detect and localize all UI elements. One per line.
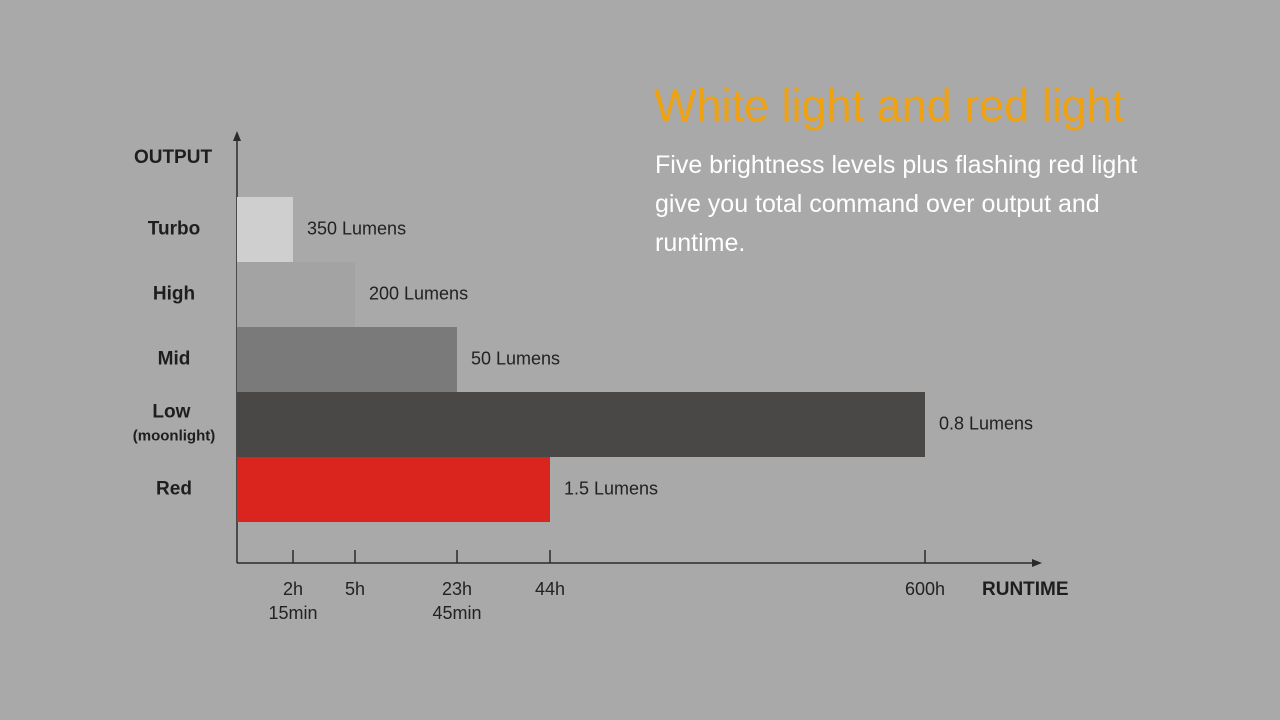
subtitle: Five brightness levels plus flashing red… bbox=[655, 151, 1138, 257]
value-annotation: 50 Lumens bbox=[471, 348, 560, 368]
category-label: High bbox=[153, 284, 195, 305]
title: White light and red light bbox=[654, 80, 1125, 131]
y-axis-arrow bbox=[233, 131, 241, 141]
category-label: Low (moonlight) bbox=[133, 402, 215, 445]
x-tick-label: 2h 15min bbox=[268, 579, 317, 623]
value-annotation: 1.5 Lumens bbox=[564, 478, 658, 498]
category-label: Turbo bbox=[148, 219, 200, 240]
bar bbox=[237, 197, 293, 262]
value-annotation: 0.8 Lumens bbox=[939, 413, 1033, 433]
x-tick-label: 600h bbox=[905, 579, 945, 599]
value-annotation: 350 Lumens bbox=[307, 218, 406, 238]
value-annotation: 200 Lumens bbox=[369, 283, 468, 303]
y-axis-label: OUTPUT bbox=[134, 147, 213, 168]
bar bbox=[237, 457, 550, 522]
x-tick-label: 5h bbox=[345, 579, 365, 599]
x-tick-label: 44h bbox=[535, 579, 565, 599]
bar bbox=[237, 262, 355, 327]
x-axis-arrow bbox=[1032, 559, 1042, 567]
category-label: Mid bbox=[158, 349, 191, 370]
bar bbox=[237, 327, 457, 392]
x-tick-label: 23h 45min bbox=[432, 579, 481, 623]
category-label: Red bbox=[156, 479, 192, 500]
bar bbox=[237, 392, 925, 457]
x-axis-label: RUNTIME bbox=[982, 579, 1069, 600]
